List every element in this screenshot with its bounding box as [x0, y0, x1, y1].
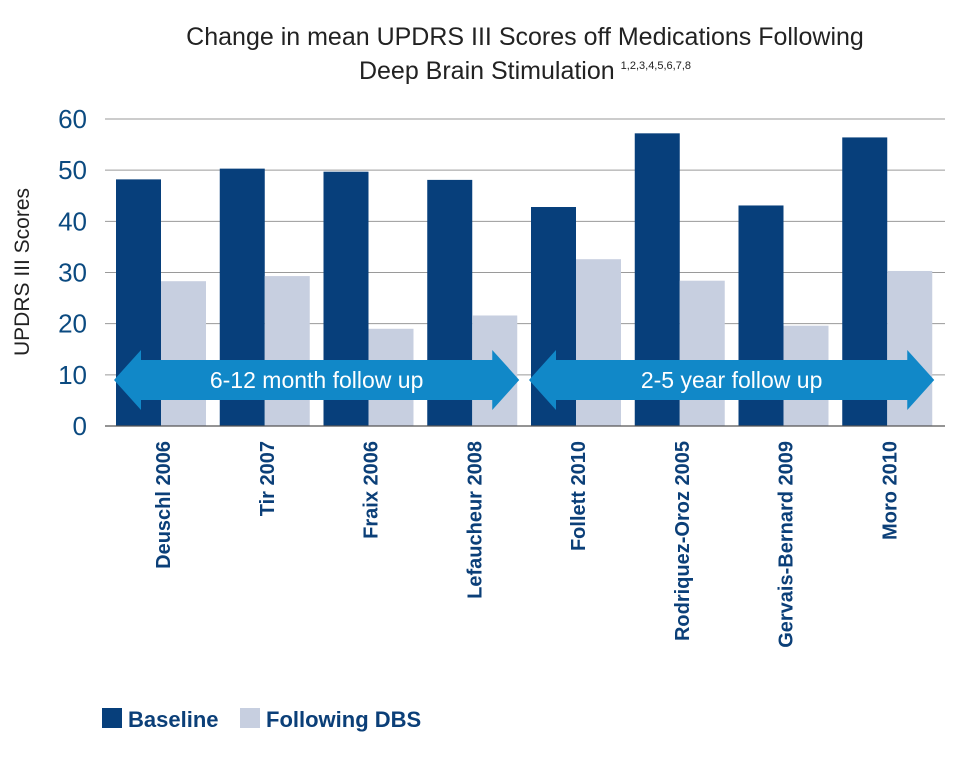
legend: Baseline Following DBS [102, 707, 421, 732]
y-tick-label: 0 [73, 411, 87, 441]
y-axis-label: UPDRS III Scores [11, 188, 34, 356]
x-tick-label: Follett 2010 [568, 441, 590, 551]
legend-swatch [102, 708, 122, 728]
chart-title-line2: Deep Brain Stimulation 1,2,3,4,5,6,7,8 [359, 57, 691, 85]
bar-following-dbs [161, 281, 206, 426]
y-tick-label: 20 [58, 309, 87, 339]
legend-swatch [240, 708, 260, 728]
follow-up-arrow-label: 6-12 month follow up [210, 367, 424, 393]
x-tick-label: Deuschl 2006 [153, 441, 175, 569]
chart-title-superscript: 1,2,3,4,5,6,7,8 [621, 60, 691, 72]
bar-following-dbs [576, 259, 621, 426]
bar-following-dbs [679, 280, 725, 426]
x-tick-label: Gervais-Bernard 2009 [776, 441, 798, 648]
follow-up-arrow [114, 349, 520, 410]
x-tick-label: Moro 2010 [879, 441, 901, 540]
legend-label: Baseline [128, 707, 219, 732]
y-tick-label: 60 [58, 104, 87, 134]
chart-title-line2-main: Deep Brain Stimulation [359, 57, 615, 85]
chart-title-line1: Change in mean UPDRS III Scores off Medi… [186, 23, 864, 51]
y-tick-label: 50 [58, 155, 87, 185]
axes: 0 10 20 30 40 50 60 Deuschl 2006 Tir 2007 Fraix 2… [58, 104, 945, 648]
x-tick-label: Fraix 2006 [361, 441, 383, 539]
follow-up-arrow [529, 349, 935, 410]
x-tick-label: Lefaucheur 2008 [464, 441, 486, 599]
y-tick-label: 30 [58, 258, 87, 288]
x-tick-label: Rodriquez-Oroz 2005 [672, 441, 694, 641]
y-tick-label: 10 [58, 360, 87, 390]
follow-up-arrows: 6-12 month follow up 2-5 year follow up [114, 349, 935, 410]
follow-up-arrow-label: 2-5 year follow up [641, 367, 823, 393]
legend-label: Following DBS [266, 707, 421, 732]
chart-title: Change in mean UPDRS III Scores off Medi… [186, 23, 864, 85]
x-tick-label: Tir 2007 [257, 441, 279, 516]
bar-following-dbs [264, 276, 310, 426]
y-tick-label: 40 [58, 206, 87, 236]
